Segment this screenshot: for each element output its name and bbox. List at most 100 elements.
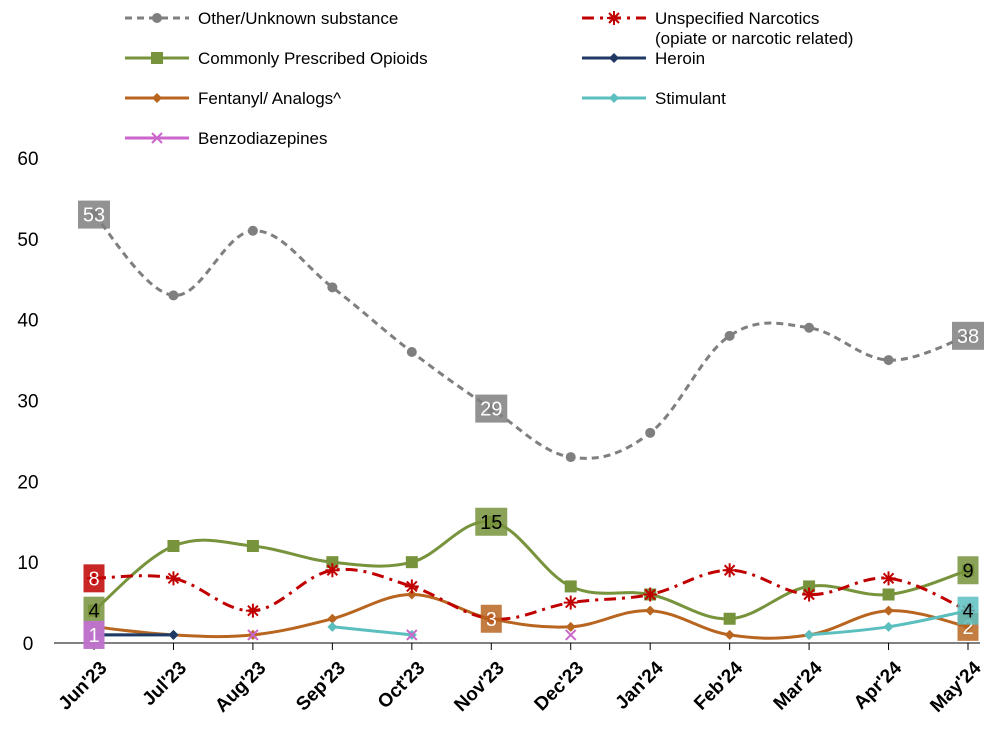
data-point-unspecified-narcotics	[166, 571, 181, 586]
svg-text:29: 29	[480, 399, 502, 421]
data-label-other-unknown-substance: 53	[78, 200, 110, 229]
x-tick-label: Dec'23	[531, 658, 589, 716]
y-tick-label: 10	[17, 553, 38, 574]
data-point-stimulant	[804, 629, 815, 640]
legend-label: Stimulant	[655, 89, 726, 108]
data-point-other-unknown-substance	[247, 225, 258, 236]
svg-text:2: 2	[962, 617, 973, 639]
data-point-benzodiazepines	[406, 629, 418, 641]
data-point-other-unknown-substance	[565, 452, 576, 463]
legend-marker-benzodiazepines	[151, 132, 163, 144]
svg-text:38: 38	[957, 326, 979, 348]
x-tick-label: Sep'23	[292, 658, 350, 716]
series-line-unspecified-narcotics	[93, 567, 969, 621]
data-point-stimulant	[883, 621, 894, 632]
data-point-commonly-prescribed-opioids	[564, 580, 577, 593]
legend-label: Benzodiazepines	[198, 129, 327, 148]
series-line-stimulant	[332, 625, 412, 637]
data-point-fentanyl-analogs	[645, 605, 656, 616]
data-label-other-unknown-substance: 38	[952, 321, 984, 350]
legend-item-stimulant: Stimulant	[582, 89, 726, 108]
data-point-fentanyl-analogs	[406, 589, 417, 600]
legend-label: Commonly Prescribed Opioids	[198, 49, 428, 68]
data-point-fentanyl-analogs	[724, 629, 735, 640]
data-point-other-unknown-substance	[168, 290, 179, 301]
data-point-other-unknown-substance	[645, 427, 656, 438]
data-point-fentanyl-analogs	[883, 605, 894, 616]
data-label-benzodiazepines: 1	[83, 620, 105, 649]
legend-item-fentanyl-analogs: Fentanyl/ Analogs^	[125, 89, 341, 108]
legend-marker-unspecified-narcotics	[607, 11, 621, 25]
series-markers	[87, 209, 975, 641]
legend-label: Other/Unknown substance	[198, 9, 398, 28]
y-tick-label: 0	[23, 634, 34, 655]
data-point-unspecified-narcotics	[643, 587, 658, 602]
svg-text:15: 15	[480, 512, 502, 534]
data-label-stimulant: 4	[957, 596, 979, 625]
x-tick-label: Oct'23	[374, 658, 429, 713]
x-tick-label: Nov'23	[450, 658, 508, 716]
data-label-fentanyl-analogs: 3	[480, 604, 502, 633]
legend-label: (opiate or narcotic related)	[655, 29, 853, 48]
x-tick-label: Aug'23	[211, 658, 270, 717]
data-point-commonly-prescribed-opioids	[246, 540, 259, 552]
svg-text:1: 1	[88, 625, 99, 647]
legend: Other/Unknown substance Unspecified Narco…	[125, 9, 853, 148]
y-axis: 0 10 20 30 40 50 60	[17, 149, 980, 655]
data-point-other-unknown-substance	[724, 330, 735, 341]
svg-text:4: 4	[88, 601, 99, 623]
data-point-fentanyl-analogs	[565, 621, 576, 632]
data-labels: 5329384159321418	[78, 200, 984, 649]
data-point-other-unknown-substance	[883, 355, 894, 366]
x-tick-label: Mar'24	[770, 657, 827, 714]
data-label-commonly-prescribed-opioids: 9	[957, 556, 979, 585]
data-point-commonly-prescribed-opioids	[803, 580, 816, 593]
data-point-unspecified-narcotics	[881, 571, 896, 586]
y-tick-label: 60	[17, 149, 38, 170]
data-point-other-unknown-substance	[327, 282, 338, 293]
legend-item-unspecified-narcotics: Unspecified Narcotics(opiate or narcotic…	[582, 9, 853, 48]
data-point-other-unknown-substance	[406, 347, 417, 357]
data-point-unspecified-narcotics	[245, 603, 260, 618]
data-point-unspecified-narcotics	[563, 595, 578, 610]
y-tick-label: 30	[17, 392, 38, 413]
legend-marker-stimulant	[609, 93, 619, 103]
legend-label: Unspecified Narcotics	[655, 9, 819, 28]
data-point-commonly-prescribed-opioids	[326, 556, 339, 569]
data-point-commonly-prescribed-opioids	[723, 612, 736, 625]
data-point-commonly-prescribed-opioids	[882, 588, 895, 601]
svg-text:9: 9	[962, 560, 973, 582]
legend-label: Heroin	[655, 49, 705, 68]
y-tick-label: 20	[17, 472, 38, 493]
series-lines	[92, 213, 969, 640]
data-point-unspecified-narcotics	[325, 563, 340, 578]
svg-text:3: 3	[486, 609, 497, 631]
data-point-unspecified-narcotics	[802, 587, 817, 602]
data-label-other-unknown-substance: 29	[475, 394, 508, 423]
data-point-unspecified-narcotics	[404, 579, 419, 594]
x-axis: Jun'23 Jul'23 Aug'23 Sep'23 Oct'23 Nov'23 Dec'…	[55, 643, 986, 717]
x-tick-label: May'24	[926, 657, 985, 716]
svg-text:53: 53	[83, 205, 105, 227]
legend-label: Fentanyl/ Analogs^	[198, 89, 341, 108]
y-tick-label: 40	[17, 311, 38, 332]
data-point-commonly-prescribed-opioids	[405, 556, 418, 569]
data-point-other-unknown-substance	[804, 322, 815, 333]
legend-item-other-unknown-substance: Other/Unknown substance	[125, 9, 398, 28]
data-point-benzodiazepines	[565, 629, 577, 641]
y-tick-label: 50	[17, 230, 38, 251]
series-line-other-unknown-substance	[92, 213, 969, 460]
data-point-heroin	[168, 629, 179, 640]
data-label-commonly-prescribed-opioids: 15	[475, 507, 508, 536]
svg-text:8: 8	[88, 568, 99, 590]
svg-text:4: 4	[962, 601, 973, 623]
legend-item-heroin: Heroin	[582, 49, 705, 68]
x-tick-label: Apr'24	[850, 657, 906, 713]
data-point-unspecified-narcotics	[722, 563, 737, 578]
x-tick-label: Jan'24	[612, 657, 668, 713]
legend-marker-heroin	[609, 53, 619, 63]
data-label-commonly-prescribed-opioids: 4	[83, 596, 105, 625]
legend-item-commonly-prescribed-opioids: Commonly Prescribed Opioids	[125, 49, 428, 68]
legend-marker-commonly-prescribed-opioids	[151, 52, 163, 64]
